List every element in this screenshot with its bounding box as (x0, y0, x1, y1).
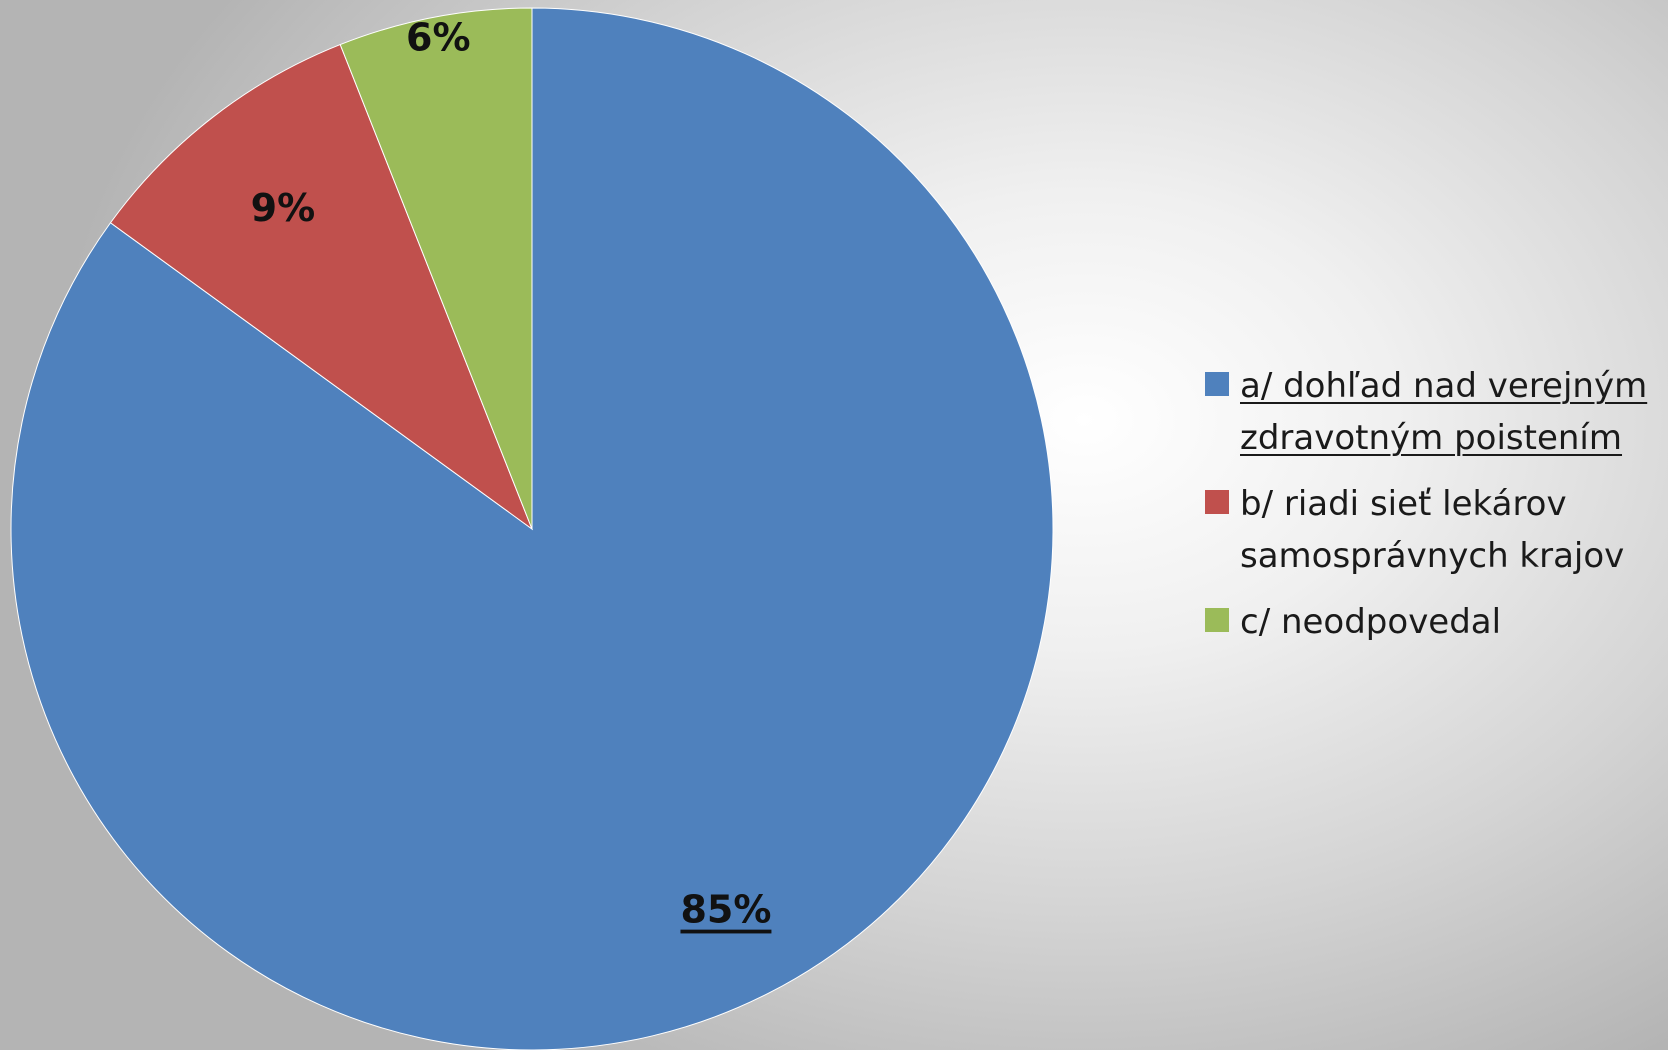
legend-swatch (1205, 608, 1229, 632)
data-label-b: 9% (251, 186, 316, 230)
data-label-c: 6% (406, 16, 471, 60)
data-label-a: 85% (680, 888, 771, 932)
legend: a/ dohľad nad verejným zdravotným poisten… (1205, 360, 1665, 662)
legend-swatch (1205, 372, 1229, 396)
legend-label: a/ dohľad nad verejným zdravotným poisten… (1240, 366, 1648, 458)
legend-swatch (1205, 490, 1229, 514)
legend-item-c: c/ neodpovedal (1205, 596, 1665, 648)
pie-slice-b (109, 43, 534, 531)
legend-item-b: b/ riadi sieť lekárov samosprávnych krajo… (1205, 478, 1665, 582)
legend-item-a: a/ dohľad nad verejným zdravotným poisten… (1205, 360, 1665, 464)
pie-slice-c (339, 7, 533, 530)
legend-label: c/ neodpovedal (1240, 602, 1502, 642)
legend-label: b/ riadi sieť lekárov samosprávnych krajo… (1240, 484, 1625, 576)
